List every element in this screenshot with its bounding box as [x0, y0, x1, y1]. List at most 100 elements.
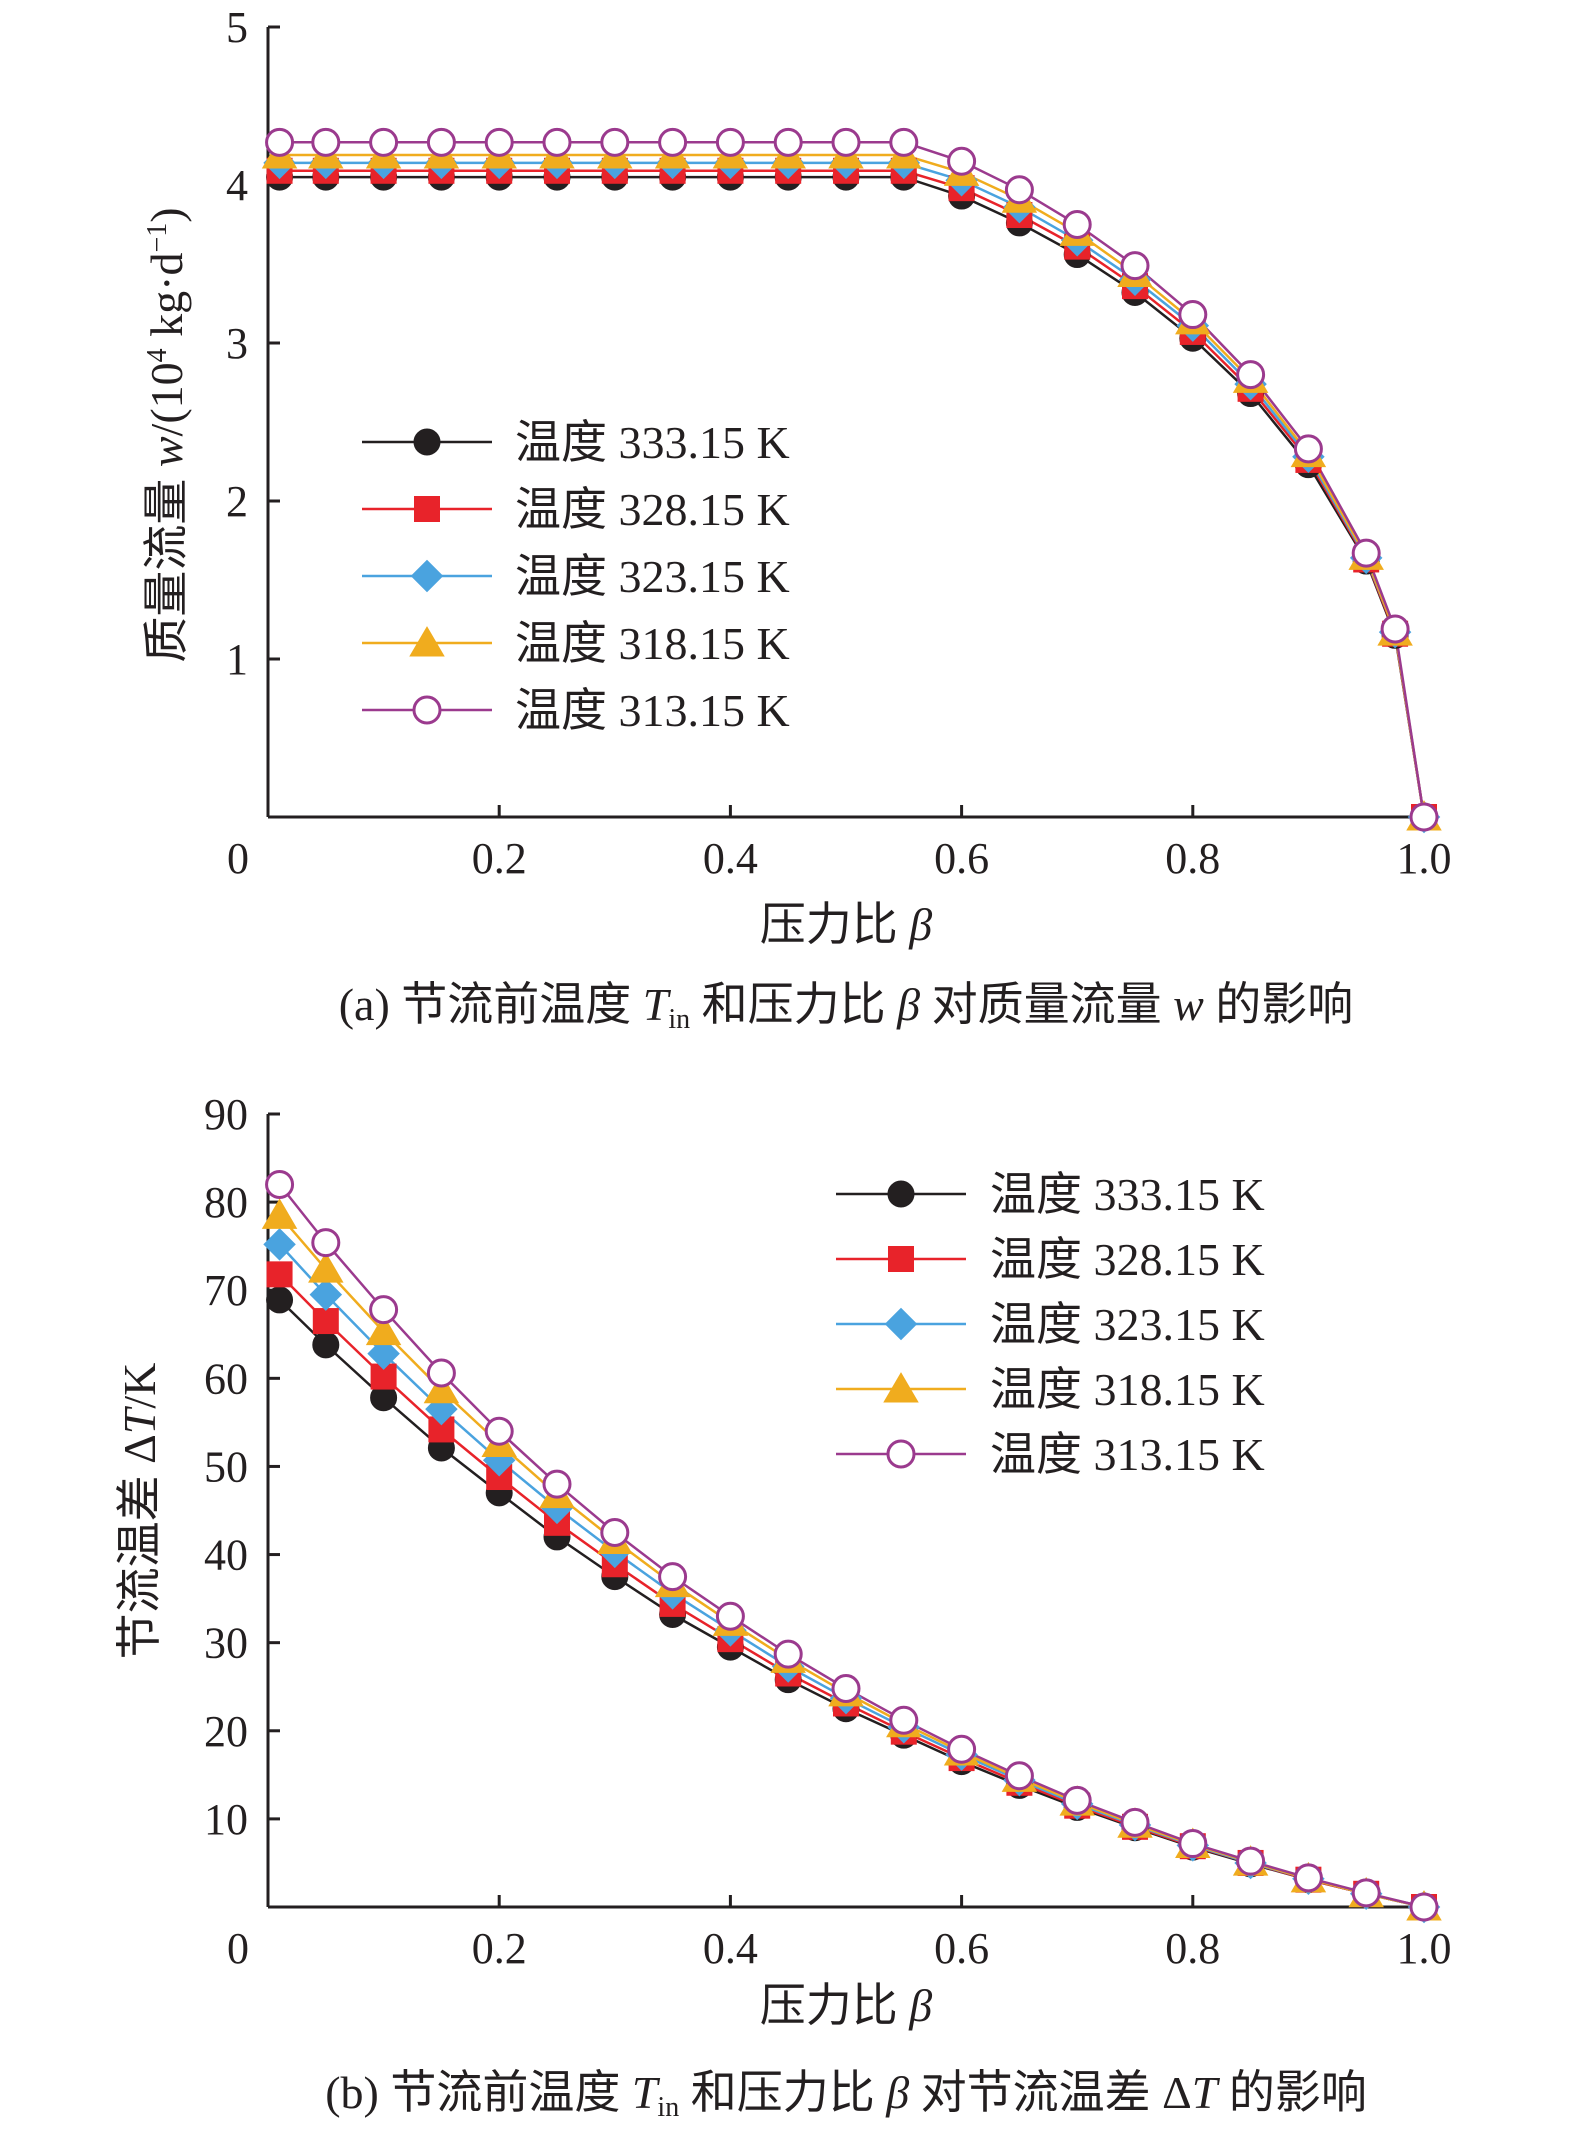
chart-a-y-axis-title: 质量流量 w/(104 kg·d−1)	[141, 207, 192, 662]
y-tick-label: 1	[226, 635, 248, 684]
legend-marker	[409, 626, 445, 657]
data-point	[263, 1228, 296, 1261]
legend-label: 温度 323.15 K	[990, 1299, 1265, 1350]
data-point	[265, 1169, 295, 1199]
x-tick-label: 1.0	[1397, 834, 1452, 883]
data-point	[1236, 1846, 1266, 1876]
chart-b-caption: (b) 节流前温度 Tin 和压力比 β 对节流温差 ΔT 的影响	[325, 2067, 1367, 2123]
chart-a-legend: 温度 333.15 K 温度 328.15 K 温度 323.15 K 温度 318.…	[362, 417, 790, 736]
chart-b-x-axis-title: 压力比 β	[760, 1980, 933, 2031]
data-point	[947, 1734, 977, 1764]
series-line	[279, 161, 1426, 818]
x-tick-label: 0.6	[934, 1924, 989, 1973]
data-point	[426, 1358, 456, 1388]
data-point	[947, 146, 977, 176]
y-tick-label: 20	[204, 1707, 248, 1756]
data-point	[369, 127, 399, 157]
data-point	[308, 1252, 344, 1283]
y-tick-label: 5	[226, 3, 248, 52]
data-point	[484, 1416, 514, 1446]
data-point	[484, 127, 514, 157]
chart-b-series	[261, 1169, 1442, 1924]
legend-label: 温度 323.15 K	[515, 551, 790, 602]
chart-b: 0 0.2 0.4 0.6 0.8 1.0 10 20 30 40 50 60 70 80 90 温度 33…	[114, 1090, 1452, 2123]
series-line	[279, 169, 1426, 818]
data-point	[1409, 802, 1439, 832]
data-point	[773, 1639, 803, 1669]
legend-label: 温度 318.15 K	[990, 1364, 1265, 1415]
chart-a-ticks: 0 0.2 0.4 0.6 0.8 1.0 1 2 3 4 5	[226, 3, 1452, 883]
legend-label: 温度 318.15 K	[515, 618, 790, 669]
legend-marker	[883, 1372, 919, 1403]
data-point	[369, 1295, 399, 1325]
series-line	[279, 175, 1426, 818]
data-point	[715, 1601, 745, 1631]
legend-marker	[412, 695, 442, 725]
legend-label: 温度 313.15 K	[990, 1429, 1265, 1480]
x-tick-label: 0.4	[703, 834, 758, 883]
data-point	[1351, 538, 1381, 568]
data-point	[266, 1261, 293, 1288]
x-tick-label: 1.0	[1397, 1924, 1452, 1973]
y-tick-label: 30	[204, 1619, 248, 1668]
legend-marker	[887, 1180, 915, 1208]
data-point	[600, 127, 630, 157]
data-point	[1120, 251, 1150, 281]
x-tick-label: 0.8	[1165, 1924, 1220, 1973]
chart-a-caption: (a) 节流前温度 Tin 和压力比 β 对质量流量 w 的影响	[339, 979, 1354, 1035]
data-point	[600, 1518, 630, 1548]
legend-marker	[413, 428, 441, 456]
chart-b-ticks: 0 0.2 0.4 0.6 0.8 1.0 10 20 30 40 50 60 70 80 90	[204, 1090, 1452, 1973]
data-point	[1293, 434, 1323, 464]
data-point	[831, 127, 861, 157]
legend-label: 温度 313.15 K	[515, 685, 790, 736]
data-point	[311, 1228, 341, 1258]
chart-a-x-axis-title: 压力比 β	[760, 899, 933, 950]
legend-marker	[410, 559, 444, 593]
legend-marker	[886, 1439, 916, 1469]
data-point	[309, 1278, 343, 1311]
data-point	[312, 1308, 339, 1335]
series-line	[279, 141, 1426, 818]
legend-label: 温度 333.15 K	[515, 417, 790, 468]
chart-b-y-axis-title: 节流温差 ΔT/K	[114, 1363, 165, 1660]
data-point	[426, 127, 456, 157]
data-point	[265, 127, 295, 157]
chart-a-series	[261, 127, 1442, 834]
x-tick-label: 0.2	[472, 1924, 527, 1973]
y-tick-label: 4	[226, 161, 248, 210]
y-tick-label: 90	[204, 1090, 248, 1139]
y-tick-label: 80	[204, 1178, 248, 1227]
legend-marker	[884, 1307, 918, 1341]
legend-label: 温度 328.15 K	[990, 1234, 1265, 1285]
data-point	[1004, 175, 1034, 205]
data-point	[1004, 1761, 1034, 1791]
x-tick-label: 0.6	[934, 834, 989, 883]
data-point	[889, 127, 919, 157]
y-tick-label: 3	[226, 319, 248, 368]
y-tick-label: 40	[204, 1531, 248, 1580]
x-tick-label: 0.8	[1165, 834, 1220, 883]
data-point	[1293, 1863, 1323, 1893]
data-point	[889, 1705, 919, 1735]
data-point	[715, 127, 745, 157]
data-point	[266, 1286, 294, 1314]
data-point	[831, 1673, 861, 1703]
data-point	[1409, 1892, 1439, 1922]
y-tick-label: 50	[204, 1442, 248, 1491]
chart-a: 0 0.2 0.4 0.6 0.8 1.0 1 2 3 4 5 温度 333.15 K 温度 328.…	[141, 3, 1452, 1035]
data-point	[1351, 1878, 1381, 1908]
data-point	[773, 127, 803, 157]
legend-label: 温度 333.15 K	[990, 1169, 1265, 1220]
y-tick-label: 10	[204, 1795, 248, 1844]
data-point	[311, 127, 341, 157]
data-point	[1178, 1829, 1208, 1859]
data-point	[1178, 300, 1208, 330]
y-tick-label: 2	[226, 477, 248, 526]
data-point	[261, 1198, 298, 1229]
data-point	[542, 127, 572, 157]
data-point	[1120, 1807, 1150, 1837]
data-point	[542, 1469, 572, 1499]
data-point	[367, 1337, 400, 1370]
data-point	[482, 1444, 516, 1477]
